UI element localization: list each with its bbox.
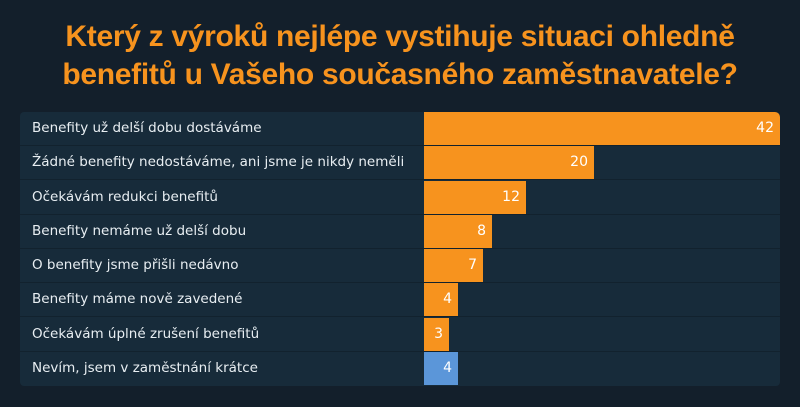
value-label: 8: [477, 222, 486, 239]
chart-row: Očekávám redukci benefitů 12: [20, 180, 780, 215]
category-label: Benefity už delší dobu dostáváme: [32, 120, 262, 136]
chart-title-line-1: Který z výroků nejlépe vystihuje situaci…: [65, 20, 735, 53]
category-label: O benefity jsme přišli nedávno: [32, 257, 239, 273]
chart-row: Benefity máme nově zavedené 4: [20, 283, 780, 318]
category-label: Nevím, jsem v zaměstnání krátce: [32, 359, 258, 376]
chart-row: O benefity jsme přišli nedávno 7: [20, 249, 780, 283]
bar: 3: [424, 317, 449, 351]
bar: 12: [424, 180, 526, 214]
value-label: 12: [502, 188, 520, 205]
value-label: 7: [468, 257, 477, 273]
chart-row: Benefity nemáme už delší dobu 8: [20, 214, 780, 249]
chart-row: Benefity už delší dobu dostáváme 42: [20, 112, 780, 146]
value-label: 4: [443, 359, 452, 376]
chart-row: Nevím, jsem v zaměstnání krátce 4: [20, 351, 780, 386]
chart-panel: Benefity už delší dobu dostáváme 42 Žádn…: [20, 112, 780, 386]
category-label: Benefity nemáme už delší dobu: [32, 222, 247, 239]
category-label: Žádné benefity nedostáváme, ani jsme je …: [32, 154, 405, 171]
bar: 20: [424, 146, 594, 180]
category-label: Očekávám úplné zrušení benefitů: [32, 325, 260, 342]
category-label: Benefity máme nově zavedené: [32, 291, 243, 308]
bar: 7: [424, 249, 483, 282]
chart-row: Žádné benefity nedostáváme, ani jsme je …: [20, 146, 780, 181]
bar: 42: [424, 112, 780, 145]
chart-title-line-2: benefitů u Vašeho současného zaměstnavat…: [62, 58, 738, 91]
bar: 4: [424, 351, 458, 385]
value-label: 3: [434, 325, 443, 342]
value-label: 20: [570, 154, 588, 171]
category-label: Očekávám redukci benefitů: [32, 188, 218, 205]
bar: 4: [424, 283, 458, 317]
chart-title: Který z výroků nejlépe vystihuje situaci…: [0, 18, 800, 94]
value-label: 42: [756, 120, 774, 136]
bar: 8: [424, 214, 492, 248]
value-label: 4: [443, 291, 452, 308]
chart-row: Očekávám úplné zrušení benefitů 3: [20, 317, 780, 352]
